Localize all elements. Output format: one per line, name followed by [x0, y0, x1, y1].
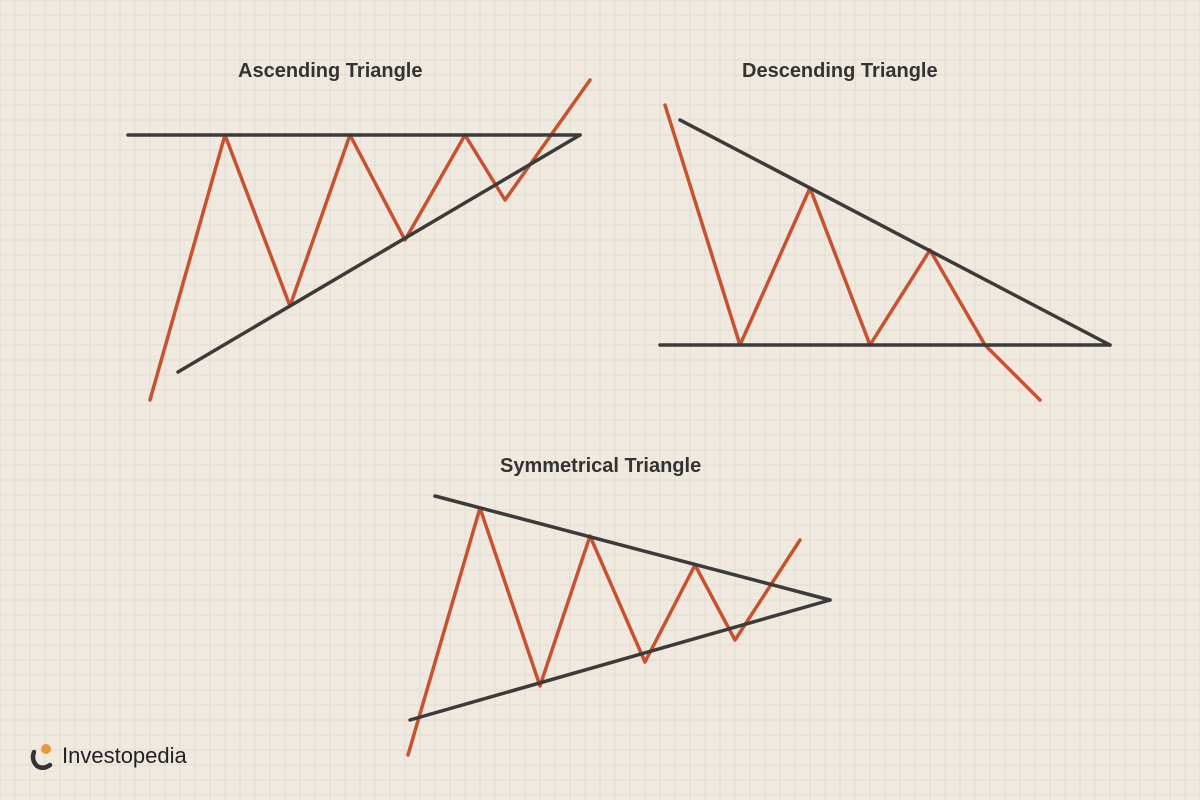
symmetrical-triangle-label: Symmetrical Triangle [500, 455, 701, 478]
brand-icon [28, 742, 56, 770]
diagram-lines-layer [0, 0, 1200, 800]
brand-text: Investopedia [62, 743, 187, 769]
brand-logo: Investopedia [28, 742, 187, 770]
descending-triangle-label: Descending Triangle [742, 60, 938, 83]
ascending-triangle-label: Ascending Triangle [238, 60, 422, 83]
infographic-canvas: Ascending Triangle Descending Triangle S… [0, 0, 1200, 800]
